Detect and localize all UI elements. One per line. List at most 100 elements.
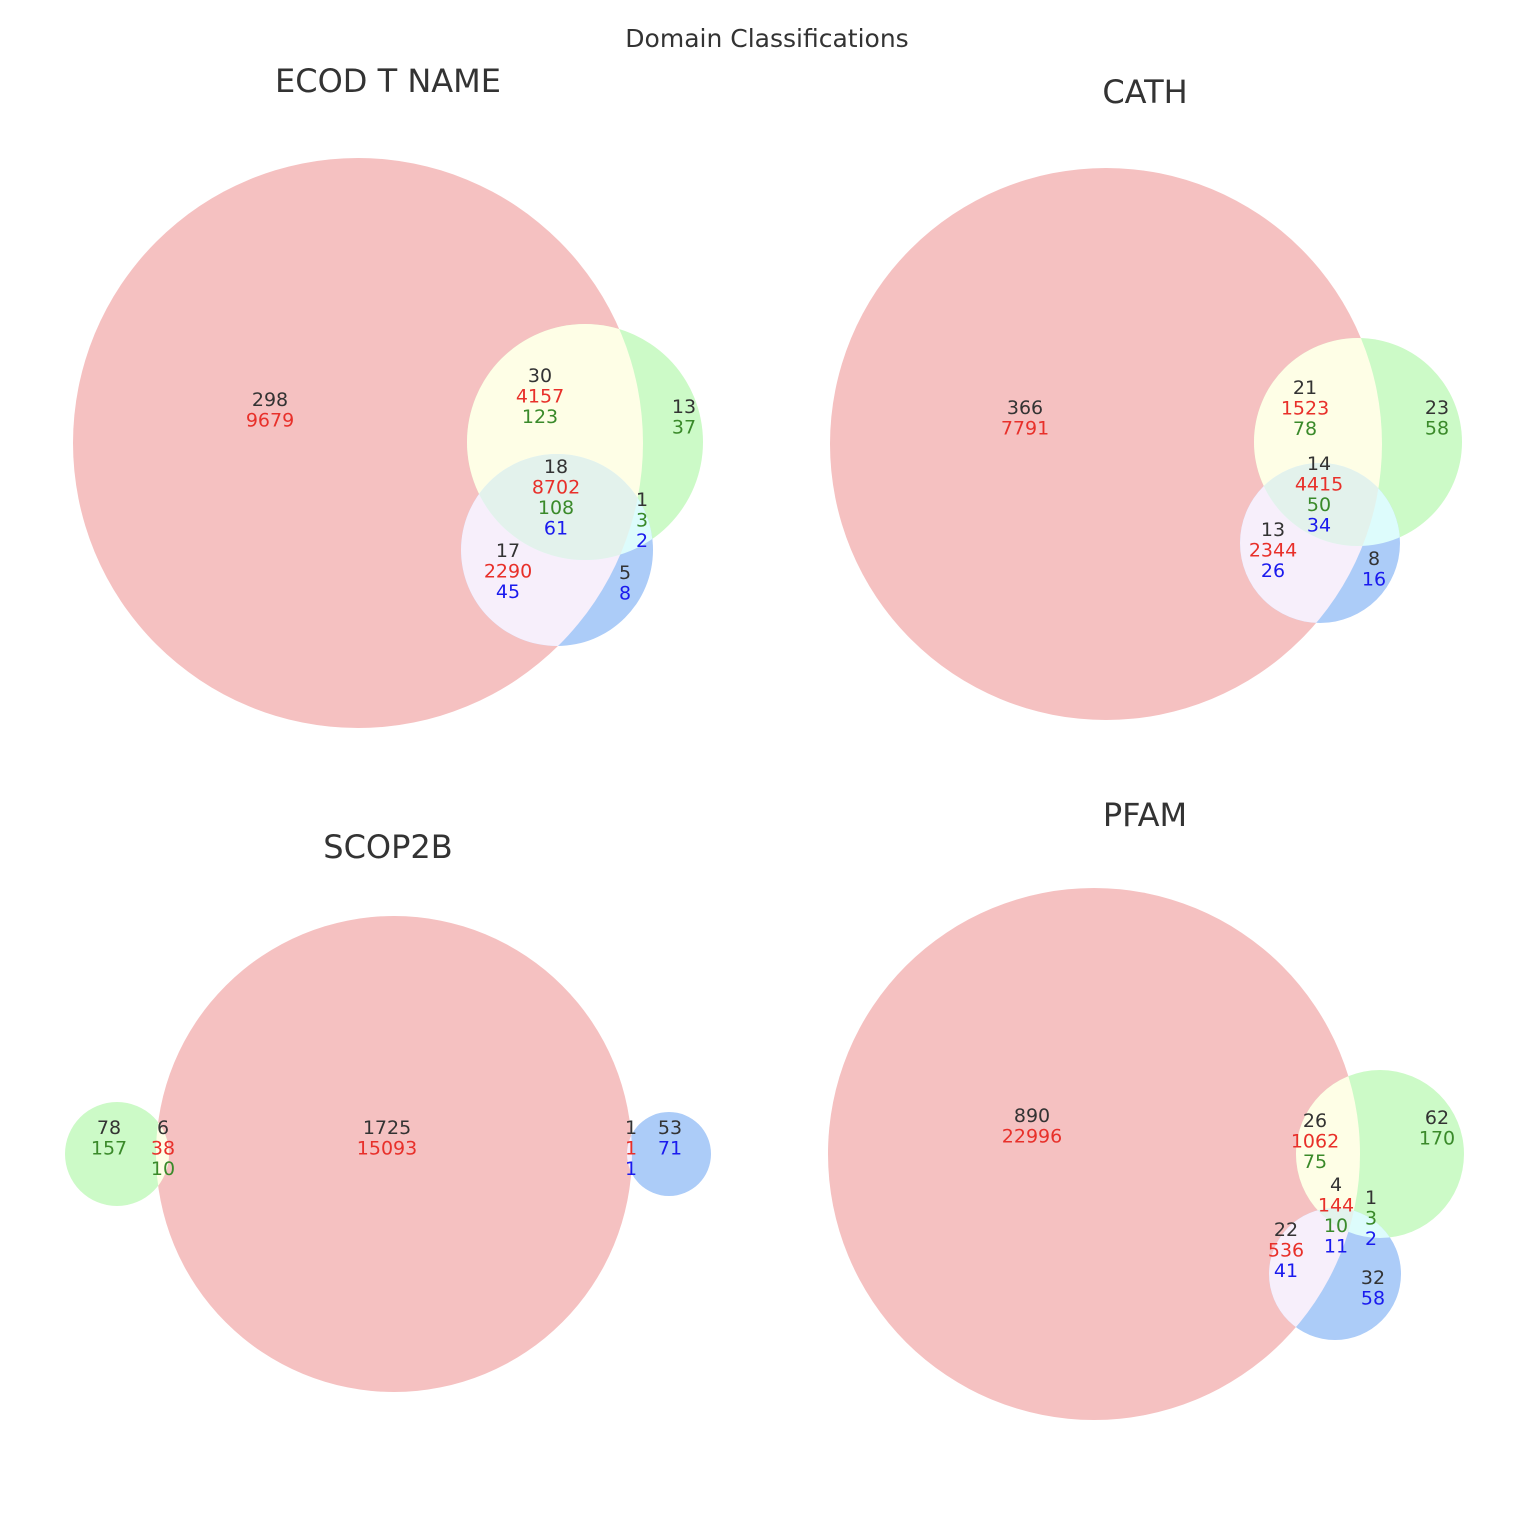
region-value: 2 [1365,1228,1377,1250]
region-value: 34 [1307,515,1331,537]
region-value: 1 [625,1158,637,1180]
region-value: 144 [1318,1195,1354,1217]
region-value: 123 [522,406,558,428]
region-value: 23 [1425,397,1449,419]
region-value: 170 [1419,1128,1455,1150]
region-value: 3 [636,510,648,532]
region-value: 157 [91,1138,127,1160]
region-value: 1 [625,1117,637,1139]
overlap-red-green [1296,1070,1360,1238]
region-value: 4157 [516,386,564,408]
region-value: 9679 [246,410,294,432]
figure-suptitle: Domain Classifications [625,24,908,53]
region-value: 22996 [1002,1126,1062,1148]
panel-title: PFAM [1103,796,1187,834]
region-value: 75 [1303,1151,1327,1173]
region-value: 298 [252,389,288,411]
region-value: 41 [1274,1260,1298,1282]
region-value: 78 [97,1117,121,1139]
region-value: 1725 [363,1117,411,1139]
region-value: 366 [1007,397,1043,419]
set-circle-red [156,916,632,1392]
region-label-green-blue: 132 [636,489,648,552]
panel-title: ECOD T NAME [275,62,501,100]
region-value: 3 [1365,1208,1377,1230]
venn-panel: CATH366779121152378235814441550341323442… [830,73,1462,720]
region-value: 38 [151,1138,175,1160]
region-value: 1062 [1291,1131,1339,1153]
region-value: 2344 [1249,540,1297,562]
region-label-red-blue: 111 [625,1117,637,1180]
region-value: 37 [672,417,696,439]
region-value: 26 [1303,1110,1327,1132]
set-circle-green [65,1102,169,1206]
region-value: 61 [544,518,568,540]
region-value: 7791 [1001,418,1049,440]
region-value: 50 [1307,494,1331,516]
region-value: 17 [496,540,520,562]
region-value: 2 [636,530,648,552]
region-value: 108 [538,497,574,519]
region-label-blue-only: 58 [619,562,631,605]
region-value: 26 [1261,560,1285,582]
region-value: 16 [1362,569,1386,591]
region-value: 18 [544,456,568,478]
region-value: 4 [1330,1174,1342,1196]
region-label-green-blue: 132 [1365,1187,1377,1250]
region-value: 78 [1293,418,1317,440]
region-value: 1523 [1281,398,1329,420]
region-value: 45 [496,581,520,603]
region-value: 10 [151,1158,175,1180]
region-value: 21 [1293,377,1317,399]
region-value: 13 [1261,519,1285,541]
region-value: 1 [625,1138,637,1160]
overlap-all [467,454,643,560]
region-value: 11 [1324,1236,1348,1258]
region-value: 8702 [532,477,580,499]
region-value: 536 [1268,1240,1304,1262]
set-circle-blue [627,1112,711,1196]
region-value: 53 [658,1117,682,1139]
region-value: 1 [1365,1187,1377,1209]
region-value: 14 [1307,453,1331,475]
region-value: 32 [1361,1267,1385,1289]
set-circle-red [830,168,1382,720]
region-value: 10 [1324,1215,1348,1237]
region-value: 6 [157,1117,169,1139]
set-circle-red [828,888,1360,1420]
region-value: 8 [619,583,631,605]
region-value: 30 [528,365,552,387]
region-value: 15093 [357,1138,417,1160]
region-value: 5 [619,562,631,584]
region-value: 2290 [484,561,532,583]
region-value: 58 [1361,1288,1385,1310]
region-value: 58 [1425,418,1449,440]
venn-panel: PFAM890229962610627562170414410111322253… [828,796,1464,1420]
region-value: 22 [1274,1219,1298,1241]
panel-title: CATH [1102,73,1187,111]
region-value: 71 [658,1138,682,1160]
region-label-blue-only: 816 [1362,548,1386,591]
region-value: 62 [1425,1107,1449,1129]
